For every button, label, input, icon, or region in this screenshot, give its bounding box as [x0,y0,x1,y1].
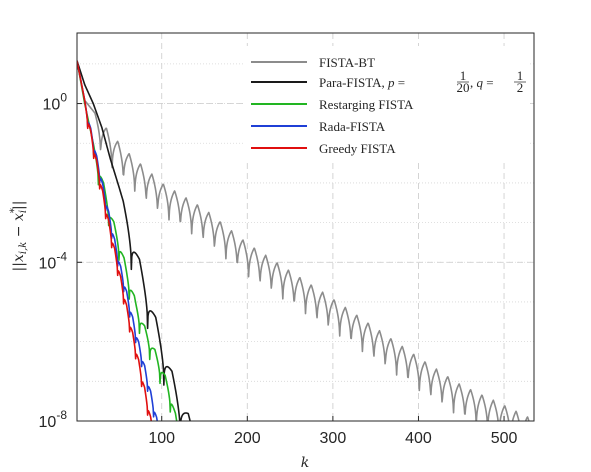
plot-frame [76,32,535,422]
x-tick-label: 400 [405,430,432,447]
series-layer [77,60,530,421]
fraction-denominator: 20 [457,80,470,95]
y-axis-label: ||xi,k − x*i|| [9,201,29,272]
series-line-4 [77,60,153,421]
fraction-numerator: 1 [460,68,467,83]
x-tick-label: 500 [491,430,518,447]
x-tick-label: 100 [148,430,175,447]
x-axis-label: k [301,455,309,471]
y-axis-ticks: 100 10-4 10-8 [39,91,82,431]
series-line-1 [77,60,191,421]
x-tick-label: 300 [320,430,347,447]
legend-label: Restarging FISTA [319,97,414,112]
y-tick-label: 100 [43,91,68,114]
series-line-0 [77,60,530,421]
y-tick-label: 10-8 [39,408,68,431]
x-axis-ticks: 100 200 300 400 500 [148,416,517,447]
legend-label: Para-FISTA, p = [319,75,405,90]
x-tick-label: 200 [234,430,261,447]
legend-label: Rada-FISTA [319,119,386,134]
fraction-denominator: 2 [517,80,524,95]
y-tick-label: 10-4 [39,249,68,272]
legend-label: FISTA-BT [319,55,375,70]
legend-label: Greedy FISTA [319,141,396,156]
legend: FISTA-BT Para-FISTA, p = Restarging FISTA… [245,46,530,163]
legend-label-q: , q = [470,75,494,90]
fraction-numerator: 1 [517,68,524,83]
